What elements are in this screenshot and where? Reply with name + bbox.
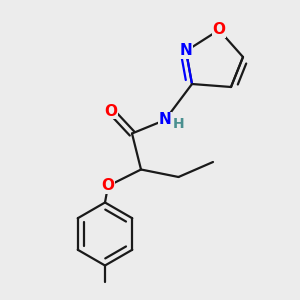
Text: O: O xyxy=(101,178,115,194)
Text: N: N xyxy=(180,44,192,59)
Text: H: H xyxy=(173,118,184,131)
Text: O: O xyxy=(104,103,118,118)
Text: N: N xyxy=(159,112,171,128)
Text: O: O xyxy=(212,22,226,38)
